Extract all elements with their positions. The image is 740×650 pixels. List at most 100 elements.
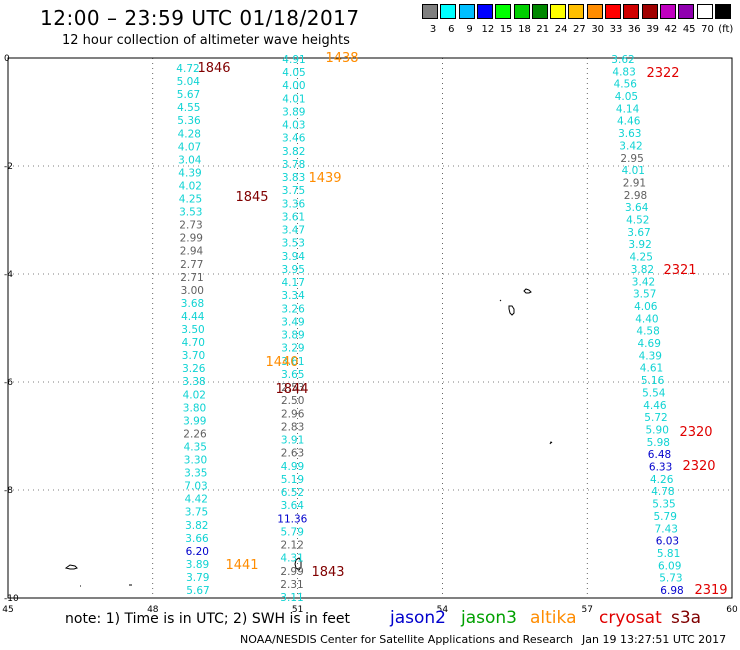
- pass-time-label: 2320: [682, 459, 715, 474]
- mid-track-value: 3.83: [282, 172, 305, 184]
- axis-tick-labels: 45 48 51 54 57 60 0 -2 -4 -6 -8 -10: [2, 54, 738, 615]
- left-track-value: 3.79: [186, 572, 209, 584]
- right-track-value: 5.79: [654, 511, 677, 523]
- color-scale-label: 27: [573, 24, 586, 35]
- mid-track-value: 3.34: [281, 290, 305, 302]
- left-track-value: 2.77: [180, 259, 203, 271]
- right-track-value: 4.52: [626, 215, 649, 227]
- color-scale-label: 42: [664, 24, 678, 35]
- left-track-value: 4.44: [181, 311, 205, 323]
- footnote: note: 1) Time is in UTC; 2) SWH is in fe…: [65, 611, 351, 627]
- color-scale-label: 36: [627, 24, 641, 35]
- mid-track-value: 11.36: [277, 513, 307, 525]
- right-track-value: 4.40: [635, 313, 658, 325]
- mid-track-value: 3.89: [281, 330, 304, 342]
- color-scale-label: 21: [536, 24, 550, 35]
- right-track-value: 4.25: [630, 252, 653, 264]
- color-scale-label: 6: [448, 24, 455, 35]
- left-track-value: 4.25: [179, 194, 202, 206]
- left-track-value: 2.99: [180, 233, 203, 245]
- color-swatch: [422, 4, 438, 19]
- right-track-value: 5.72: [644, 412, 667, 424]
- color-scale-label: 39: [646, 24, 659, 35]
- right-track-value: 4.14: [616, 103, 640, 115]
- mid-track-value: 2.99: [280, 566, 303, 578]
- right-track-value: 5.98: [647, 437, 670, 449]
- right-track-value: 4.01: [622, 165, 645, 177]
- left-track-value: 5.36: [177, 115, 201, 127]
- island-shape: [499, 299, 502, 302]
- pass-time-label: 1438: [325, 51, 358, 66]
- pass-time-label: 2319: [694, 583, 727, 598]
- pass-time-label: 1846: [197, 61, 230, 76]
- left-track-value: 3.38: [182, 376, 205, 388]
- island-outlines: [64, 288, 553, 595]
- mid-track-value: 3.64: [281, 500, 305, 512]
- x-tick-label: 45: [2, 605, 13, 615]
- right-track-value: 2.98: [624, 190, 647, 202]
- left-track-value: 3.66: [185, 533, 209, 545]
- mid-track-value: 4.01: [282, 93, 305, 105]
- mid-track-value: 2.12: [281, 540, 304, 552]
- color-scale-label: 9: [466, 24, 473, 35]
- color-scale-label: 15: [499, 24, 513, 35]
- mid-track-value: 3.61: [281, 356, 304, 368]
- island-shape: [64, 564, 78, 570]
- pass-time-label: 2321: [663, 263, 696, 278]
- right-track-value: 6.33: [649, 462, 672, 474]
- right-track-value: 6.09: [658, 560, 681, 572]
- mid-track-value: 3.94: [282, 251, 306, 263]
- color-swatch: [568, 4, 585, 19]
- left-track-value: 7.03: [184, 481, 207, 493]
- right-track-value: 4.58: [636, 326, 659, 338]
- credit-line: NOAA/NESDIS Center for Satellite Applica…: [240, 633, 574, 646]
- right-track-value: 3.42: [632, 276, 655, 288]
- right-track-value: 4.46: [617, 116, 641, 128]
- x-tick-label: 51: [292, 605, 303, 615]
- mid-track-value: 3.29: [281, 343, 304, 355]
- left-track-value: 2.26: [183, 428, 207, 440]
- mid-track-value: 4.91: [282, 54, 305, 66]
- mid-track-value: 4.05: [282, 67, 305, 79]
- right-track-value: 4.78: [651, 486, 674, 498]
- color-scale-label: 12: [481, 24, 495, 35]
- y-tick-label: -8: [4, 486, 13, 496]
- color-swatch: [586, 4, 603, 19]
- left-track-value: 3.35: [184, 468, 207, 480]
- color-swatch: [641, 4, 658, 19]
- right-track-value: 4.56: [614, 79, 638, 91]
- right-track-value: 6.98: [660, 585, 683, 597]
- color-swatch: [659, 4, 676, 19]
- right-track-value: 7.43: [655, 523, 678, 535]
- color-swatch: [678, 4, 695, 19]
- x-tick-label: 48: [147, 605, 159, 615]
- pass-time-label: 1844: [275, 382, 308, 397]
- mid-track-value: 3.49: [281, 316, 304, 328]
- color-swatch: [440, 4, 457, 19]
- island-shape: [299, 592, 302, 595]
- left-track-value: 3.99: [183, 415, 206, 427]
- color-swatch: [714, 4, 731, 19]
- right-track-value: 3.92: [628, 239, 651, 251]
- mid-track-value: 3.53: [282, 238, 305, 250]
- left-track-value: 4.72: [176, 63, 199, 75]
- right-track-value: 3.67: [627, 227, 650, 239]
- mid-track-value: 6.52: [281, 487, 304, 499]
- left-track-value: 5.04: [177, 76, 201, 88]
- left-track-value: 4.28: [178, 128, 201, 140]
- color-scale-label: 30: [591, 24, 605, 35]
- mid-track-value: 3.89: [282, 107, 305, 119]
- left-track-value: 2.73: [179, 220, 202, 232]
- left-track-value: 4.02: [179, 180, 202, 192]
- left-track-value: 4.42: [185, 494, 208, 506]
- mid-track-value: 4.03: [282, 120, 305, 132]
- left-track-value: 3.70: [182, 350, 205, 362]
- mid-track-value: 3.11: [280, 592, 303, 604]
- color-swatch: [605, 4, 621, 19]
- right-track-value: 2.95: [620, 153, 643, 165]
- mid-track-value: 3.61: [282, 212, 305, 224]
- left-track-value: 2.71: [180, 272, 203, 284]
- right-track-value: 6.03: [656, 536, 679, 548]
- mid-track-value: 4.00: [282, 80, 305, 92]
